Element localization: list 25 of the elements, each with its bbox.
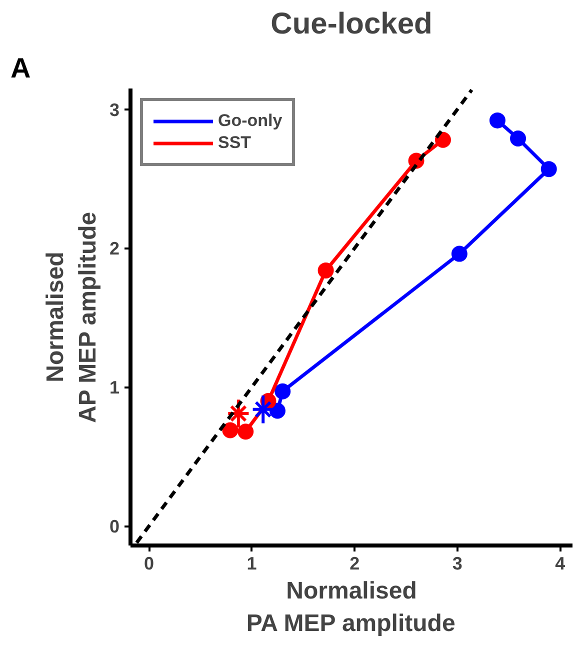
x-tick-label: 1 — [246, 554, 257, 574]
y-tick-label: 2 — [109, 238, 120, 259]
y-tick-label: 0 — [109, 516, 120, 537]
legend-label: SST — [218, 133, 252, 153]
point — [510, 130, 526, 146]
point — [230, 404, 247, 422]
x-tick-label: 2 — [350, 554, 360, 574]
chart-title: Cue-locked — [270, 8, 432, 40]
point — [318, 262, 334, 278]
x-axis-title: Normalised PA MEP amplitude — [246, 578, 456, 637]
x-tick-label: 0 — [144, 554, 154, 574]
point — [540, 161, 557, 178]
point — [222, 422, 238, 438]
legend-label: Go-only — [218, 111, 282, 131]
text: A — [10, 52, 31, 84]
point — [489, 112, 506, 128]
point — [451, 246, 468, 262]
y-tick-label: 1 — [109, 378, 120, 398]
y-tick-label: 3 — [109, 100, 120, 120]
point — [434, 132, 451, 148]
point — [238, 424, 254, 440]
x-tick-label: 3 — [452, 554, 462, 574]
y-axis-title: Normalised AP MEP amplitude — [42, 212, 102, 424]
x-tick-label: 4 — [555, 554, 566, 574]
point — [274, 383, 291, 400]
